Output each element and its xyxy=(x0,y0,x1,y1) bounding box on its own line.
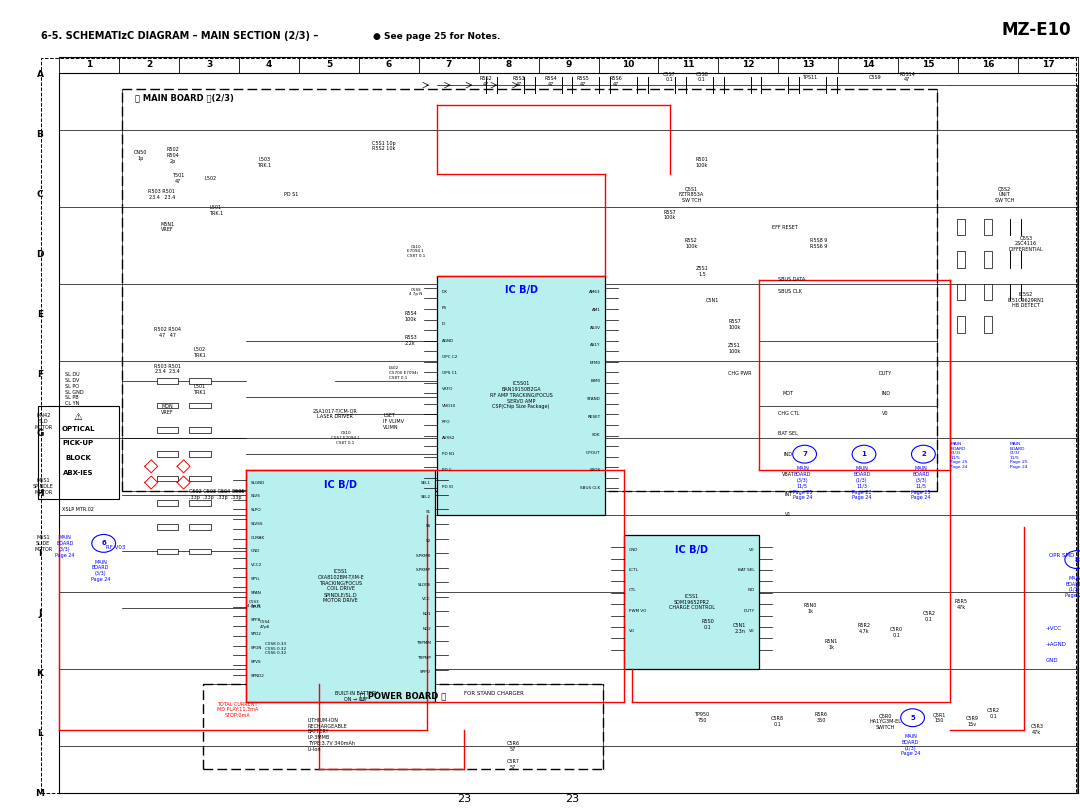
Text: VRFO: VRFO xyxy=(442,388,454,391)
Text: R501
100k: R501 100k xyxy=(696,157,708,168)
Text: IC5S1
CXA8102BM-T/IM-E
TRACKING/FOCUS
COIL DRIVE
SPINDLE/SL.D
MOTOR DRIVE: IC5S1 CXA8102BM-T/IM-E TRACKING/FOCUS CO… xyxy=(318,569,364,603)
Bar xyxy=(958,251,966,268)
Text: 6: 6 xyxy=(102,540,106,547)
Text: IC5S01
BAN19150B2GA
RF AMP TRACKING/FOCUS
SERVO AMP
CSP(Chip Size Package): IC5S01 BAN19150B2GA RF AMP TRACKING/FOCU… xyxy=(489,381,553,410)
Text: AM1: AM1 xyxy=(592,308,600,311)
Text: C5S1 10p
R5S2 10k: C5S1 10p R5S2 10k xyxy=(372,140,395,152)
Bar xyxy=(985,316,993,333)
Text: R5S2
47: R5S2 47 xyxy=(480,75,492,87)
Text: PWM VO: PWM VO xyxy=(629,609,646,612)
Text: TRPMP: TRPMP xyxy=(417,656,431,659)
Text: MON
VREF: MON VREF xyxy=(161,404,174,415)
Bar xyxy=(157,378,178,384)
Text: SEL2: SEL2 xyxy=(421,496,431,499)
Text: Z5S1
100k: Z5S1 100k xyxy=(728,343,741,354)
Text: 8: 8 xyxy=(505,60,512,70)
Text: D: D xyxy=(37,250,43,259)
Text: Q5S2
UNIT
SW TCH: Q5S2 UNIT SW TCH xyxy=(995,187,1014,203)
Text: 14: 14 xyxy=(862,60,875,70)
Text: 13: 13 xyxy=(802,60,814,70)
Text: C5R0
0.1: C5R0 0.1 xyxy=(890,627,903,638)
Text: 17: 17 xyxy=(1041,60,1054,70)
Text: OPOUT: OPOUT xyxy=(586,451,600,454)
Text: EFF RESET: EFF RESET xyxy=(772,225,798,230)
Text: R5S6
47: R5S6 47 xyxy=(609,75,622,87)
Text: Z5S1
1.5: Z5S1 1.5 xyxy=(696,266,708,277)
Text: 5: 5 xyxy=(910,714,915,721)
Bar xyxy=(157,548,178,555)
Bar xyxy=(157,427,178,433)
Text: OPS C1: OPS C1 xyxy=(442,371,457,375)
Bar xyxy=(624,535,759,669)
Bar xyxy=(157,403,178,409)
Text: 7: 7 xyxy=(446,60,453,70)
Text: L502
TRK1: L502 TRK1 xyxy=(193,347,206,358)
Text: MOT: MOT xyxy=(783,391,794,396)
Text: LSET
IF VLIMV
VLIMN: LSET IF VLIMV VLIMN xyxy=(383,414,404,430)
Text: 10: 10 xyxy=(622,60,635,70)
Text: TPS11: TPS11 xyxy=(802,75,818,79)
Text: C5N1: C5N1 xyxy=(706,298,719,303)
Text: C5R3
47k: C5R3 47k xyxy=(1030,724,1043,736)
Text: R5S8 9
R5S6 9: R5S8 9 R5S6 9 xyxy=(810,238,827,249)
Text: TRPMM: TRPMM xyxy=(416,642,431,645)
Text: L501
TRK1: L501 TRK1 xyxy=(193,384,206,395)
Text: DUTY: DUTY xyxy=(744,609,755,612)
Text: SLPO: SLPO xyxy=(251,508,261,512)
Text: E: E xyxy=(37,310,43,319)
Bar xyxy=(189,403,211,409)
Text: TP950
750: TP950 750 xyxy=(694,712,710,723)
Text: ABX-IES: ABX-IES xyxy=(63,470,94,475)
Text: OPR SMD: OPR SMD xyxy=(1050,553,1075,558)
Bar xyxy=(157,500,178,506)
Text: R5S4
47: R5S4 47 xyxy=(544,75,557,87)
Text: Q5S1
FZTR853A
SW TCH: Q5S1 FZTR853A SW TCH xyxy=(678,187,704,203)
Text: M5S1
SLIDE
MOTOR: M5S1 SLIDE MOTOR xyxy=(35,535,52,551)
Text: CHG CTL: CHG CTL xyxy=(778,411,799,416)
Text: C5R7
57: C5R7 57 xyxy=(507,759,519,770)
Text: BIM0: BIM0 xyxy=(591,380,600,383)
Text: Q5S3
2SC4116
DIFFERENTIAL: Q5S3 2SC4116 DIFFERENTIAL xyxy=(1009,235,1043,251)
Text: 15: 15 xyxy=(922,60,934,70)
Text: XSLP MTR.02: XSLP MTR.02 xyxy=(63,507,94,512)
Text: C5S8 0.33
C5S5 0.32
C5S6 0.32: C5S8 0.33 C5S5 0.32 C5S6 0.32 xyxy=(265,642,286,655)
Text: GND: GND xyxy=(251,550,260,553)
Text: VCC: VCC xyxy=(422,598,431,601)
Text: VCC2: VCC2 xyxy=(251,564,261,567)
Text: C5S7
0.1: C5S7 0.1 xyxy=(663,71,676,83)
Text: PS: PS xyxy=(442,307,447,310)
Text: CS10
E7094 1
CS8T 0.1: CS10 E7094 1 CS8T 0.1 xyxy=(407,245,424,258)
Text: PD S1: PD S1 xyxy=(284,192,299,197)
Bar xyxy=(189,378,211,384)
Text: IC B/D: IC B/D xyxy=(675,545,708,555)
Text: MAIN
BOARD
(3/3)
11/5
Page 25
Page 24: MAIN BOARD (3/3) 11/5 Page 25 Page 24 xyxy=(1010,442,1027,469)
Text: MAIN
BOARD
(3/3)
11/5
Page 25
Page 24: MAIN BOARD (3/3) 11/5 Page 25 Page 24 xyxy=(793,466,812,500)
Text: C5S8
0.1: C5S8 0.1 xyxy=(696,71,708,83)
Text: Q5R0
HA1YG3M-EL
SWITCH: Q5R0 HA1YG3M-EL SWITCH xyxy=(869,714,902,730)
Text: MAIN
BOARD
(1/3)
Page 24: MAIN BOARD (1/3) Page 24 xyxy=(1065,576,1080,599)
Text: M5N1
VREF: M5N1 VREF xyxy=(160,221,175,233)
Text: 2: 2 xyxy=(146,60,152,70)
Text: B: B xyxy=(37,130,43,139)
Text: SPD2: SPD2 xyxy=(251,633,261,636)
Text: S1: S1 xyxy=(426,510,431,513)
Text: PICK-UP: PICK-UP xyxy=(63,440,94,446)
Text: MAIN
BOARD
(1/3)
Page 24: MAIN BOARD (1/3) Page 24 xyxy=(901,734,920,757)
Text: BAT SEL: BAT SEL xyxy=(739,569,755,572)
Text: SLO06: SLO06 xyxy=(418,583,431,586)
Text: R503 R501
23.4  23.4: R503 R501 23.4 23.4 xyxy=(154,363,181,375)
Text: R5S5
47: R5S5 47 xyxy=(577,75,590,87)
Text: IC5S2
IC51C9629RN1
HB DETECT: IC5S2 IC51C9629RN1 HB DETECT xyxy=(1008,292,1044,308)
Text: 2: 2 xyxy=(921,451,926,457)
Text: SLGND: SLGND xyxy=(251,481,265,484)
Text: DX: DX xyxy=(442,290,448,294)
Text: R5N1
1k: R5N1 1k xyxy=(825,639,838,650)
Text: IC B/D: IC B/D xyxy=(324,480,357,490)
Text: LITHIUM-ION
RECHARGEABLE
BATTERY
LP-3MMB
TYPE:3.7V 340mAh
Li-Ion: LITHIUM-ION RECHARGEABLE BATTERY LP-3MMB… xyxy=(308,718,355,752)
Text: C5R9
15v: C5R9 15v xyxy=(966,716,978,727)
Text: LS02
C5700 E7094i
CS8T 0.1: LS02 C5700 E7094i CS8T 0.1 xyxy=(389,367,418,380)
Text: V0: V0 xyxy=(750,629,755,633)
Text: SL DU
SL DV
SL PO
SL GND
SL PB
CL YN: SL DU SL DV SL PO SL GND SL PB CL YN xyxy=(65,372,83,406)
Text: 12: 12 xyxy=(742,60,755,70)
Text: GND: GND xyxy=(629,548,638,551)
